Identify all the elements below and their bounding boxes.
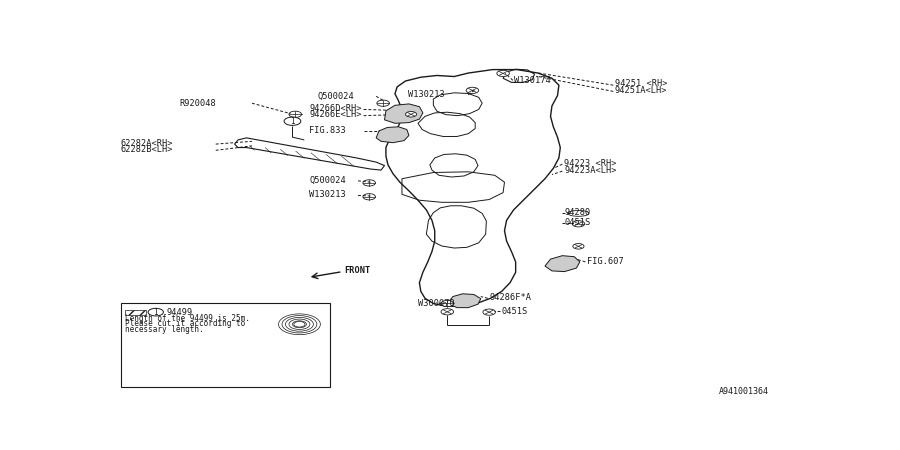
Text: 94266E<LH>: 94266E<LH> (310, 111, 362, 120)
Polygon shape (376, 127, 409, 143)
Circle shape (363, 180, 375, 186)
Text: necessary length.: necessary length. (125, 324, 203, 333)
Text: 1: 1 (290, 117, 295, 126)
Text: Please cut it according to: Please cut it according to (125, 319, 246, 328)
Text: 94251 <RH>: 94251 <RH> (615, 79, 667, 88)
Text: Length of the 94499 is 25m.: Length of the 94499 is 25m. (125, 314, 250, 323)
Circle shape (363, 194, 375, 200)
Circle shape (284, 117, 301, 126)
Circle shape (483, 309, 495, 315)
Text: FIG.833: FIG.833 (310, 126, 346, 135)
Polygon shape (384, 104, 423, 123)
Text: Q500024: Q500024 (317, 92, 354, 101)
Text: 94499: 94499 (166, 308, 194, 317)
Text: W130213: W130213 (310, 190, 346, 199)
Circle shape (572, 220, 585, 227)
Text: R920048: R920048 (179, 99, 216, 108)
Text: W130174: W130174 (514, 76, 551, 85)
Polygon shape (545, 256, 580, 272)
Text: W130213: W130213 (408, 90, 445, 99)
Polygon shape (447, 294, 481, 308)
Circle shape (148, 308, 164, 316)
Text: 0451S: 0451S (564, 218, 590, 227)
Circle shape (497, 70, 509, 77)
Text: Q500024: Q500024 (310, 176, 346, 184)
Text: 94280: 94280 (564, 207, 590, 216)
Circle shape (466, 87, 479, 94)
Circle shape (377, 100, 390, 106)
Circle shape (405, 112, 417, 117)
Text: 94286F*A: 94286F*A (490, 293, 531, 302)
Text: 0451S: 0451S (501, 306, 528, 315)
Circle shape (293, 321, 305, 327)
Text: W300070: W300070 (418, 299, 454, 308)
Text: FRONT: FRONT (344, 266, 370, 275)
Text: FIG.607: FIG.607 (587, 256, 624, 266)
Text: 94223A<LH>: 94223A<LH> (564, 166, 617, 175)
Text: 1: 1 (153, 308, 158, 317)
Text: 62282A<RH>: 62282A<RH> (121, 139, 174, 148)
Text: 94223 <RH>: 94223 <RH> (564, 159, 617, 168)
Text: 94266D<RH>: 94266D<RH> (310, 104, 362, 113)
Text: 94251A<LH>: 94251A<LH> (615, 86, 667, 95)
Text: 62282B<LH>: 62282B<LH> (121, 145, 174, 154)
Text: A941001364: A941001364 (719, 387, 770, 396)
Circle shape (441, 300, 454, 306)
Circle shape (441, 309, 454, 315)
FancyBboxPatch shape (121, 303, 330, 387)
Circle shape (289, 111, 302, 117)
Polygon shape (125, 310, 146, 315)
Circle shape (573, 243, 584, 249)
Ellipse shape (568, 211, 589, 216)
